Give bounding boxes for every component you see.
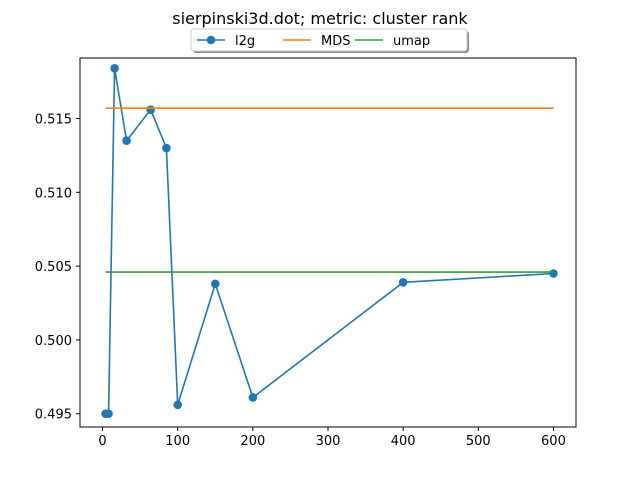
data-point-l2g (210, 279, 220, 289)
x-tick-label: 0 (98, 434, 106, 449)
data-point-l2g (398, 278, 408, 287)
y-tick-label: 0.510 (35, 186, 72, 201)
legend-label-umap: umap (393, 34, 430, 49)
plot-frame (79, 57, 577, 428)
data-point-l2g (122, 136, 131, 145)
x-tick-label: 400 (391, 434, 416, 449)
x-tick-label: 300 (316, 434, 341, 449)
series-layer (101, 64, 558, 419)
legend-box (190, 28, 468, 52)
data-point-l2g (248, 393, 258, 402)
x-tick-label: 600 (541, 434, 566, 449)
x-tick-label: 100 (165, 434, 190, 449)
y-tick-label: 0.515 (35, 113, 72, 128)
legend: l2g MDS umap (190, 28, 469, 53)
y-tick-label: 0.500 (35, 334, 72, 349)
data-point-l2g (549, 269, 558, 278)
data-point-l2g (110, 64, 119, 73)
x-tick-label: 500 (466, 434, 491, 449)
axis-ticks: 0 100 200 300 400 500 600 0.495 0.500 0.505 0.510 0… (35, 113, 566, 449)
y-tick-label: 0.505 (35, 260, 72, 275)
data-point-l2g (146, 105, 155, 114)
data-point-l2g (173, 400, 182, 410)
data-point-l2g (162, 143, 171, 153)
data-point-l2g (104, 409, 113, 419)
chart-title: sierpinski3d.dot; metric: cluster rank (172, 9, 468, 28)
legend-label-l2g: l2g (235, 34, 255, 49)
legend-marker-l2g (206, 35, 216, 45)
legend-label-mds: MDS (321, 34, 350, 49)
y-tick-label: 0.495 (35, 408, 72, 423)
x-tick-label: 200 (240, 434, 265, 449)
